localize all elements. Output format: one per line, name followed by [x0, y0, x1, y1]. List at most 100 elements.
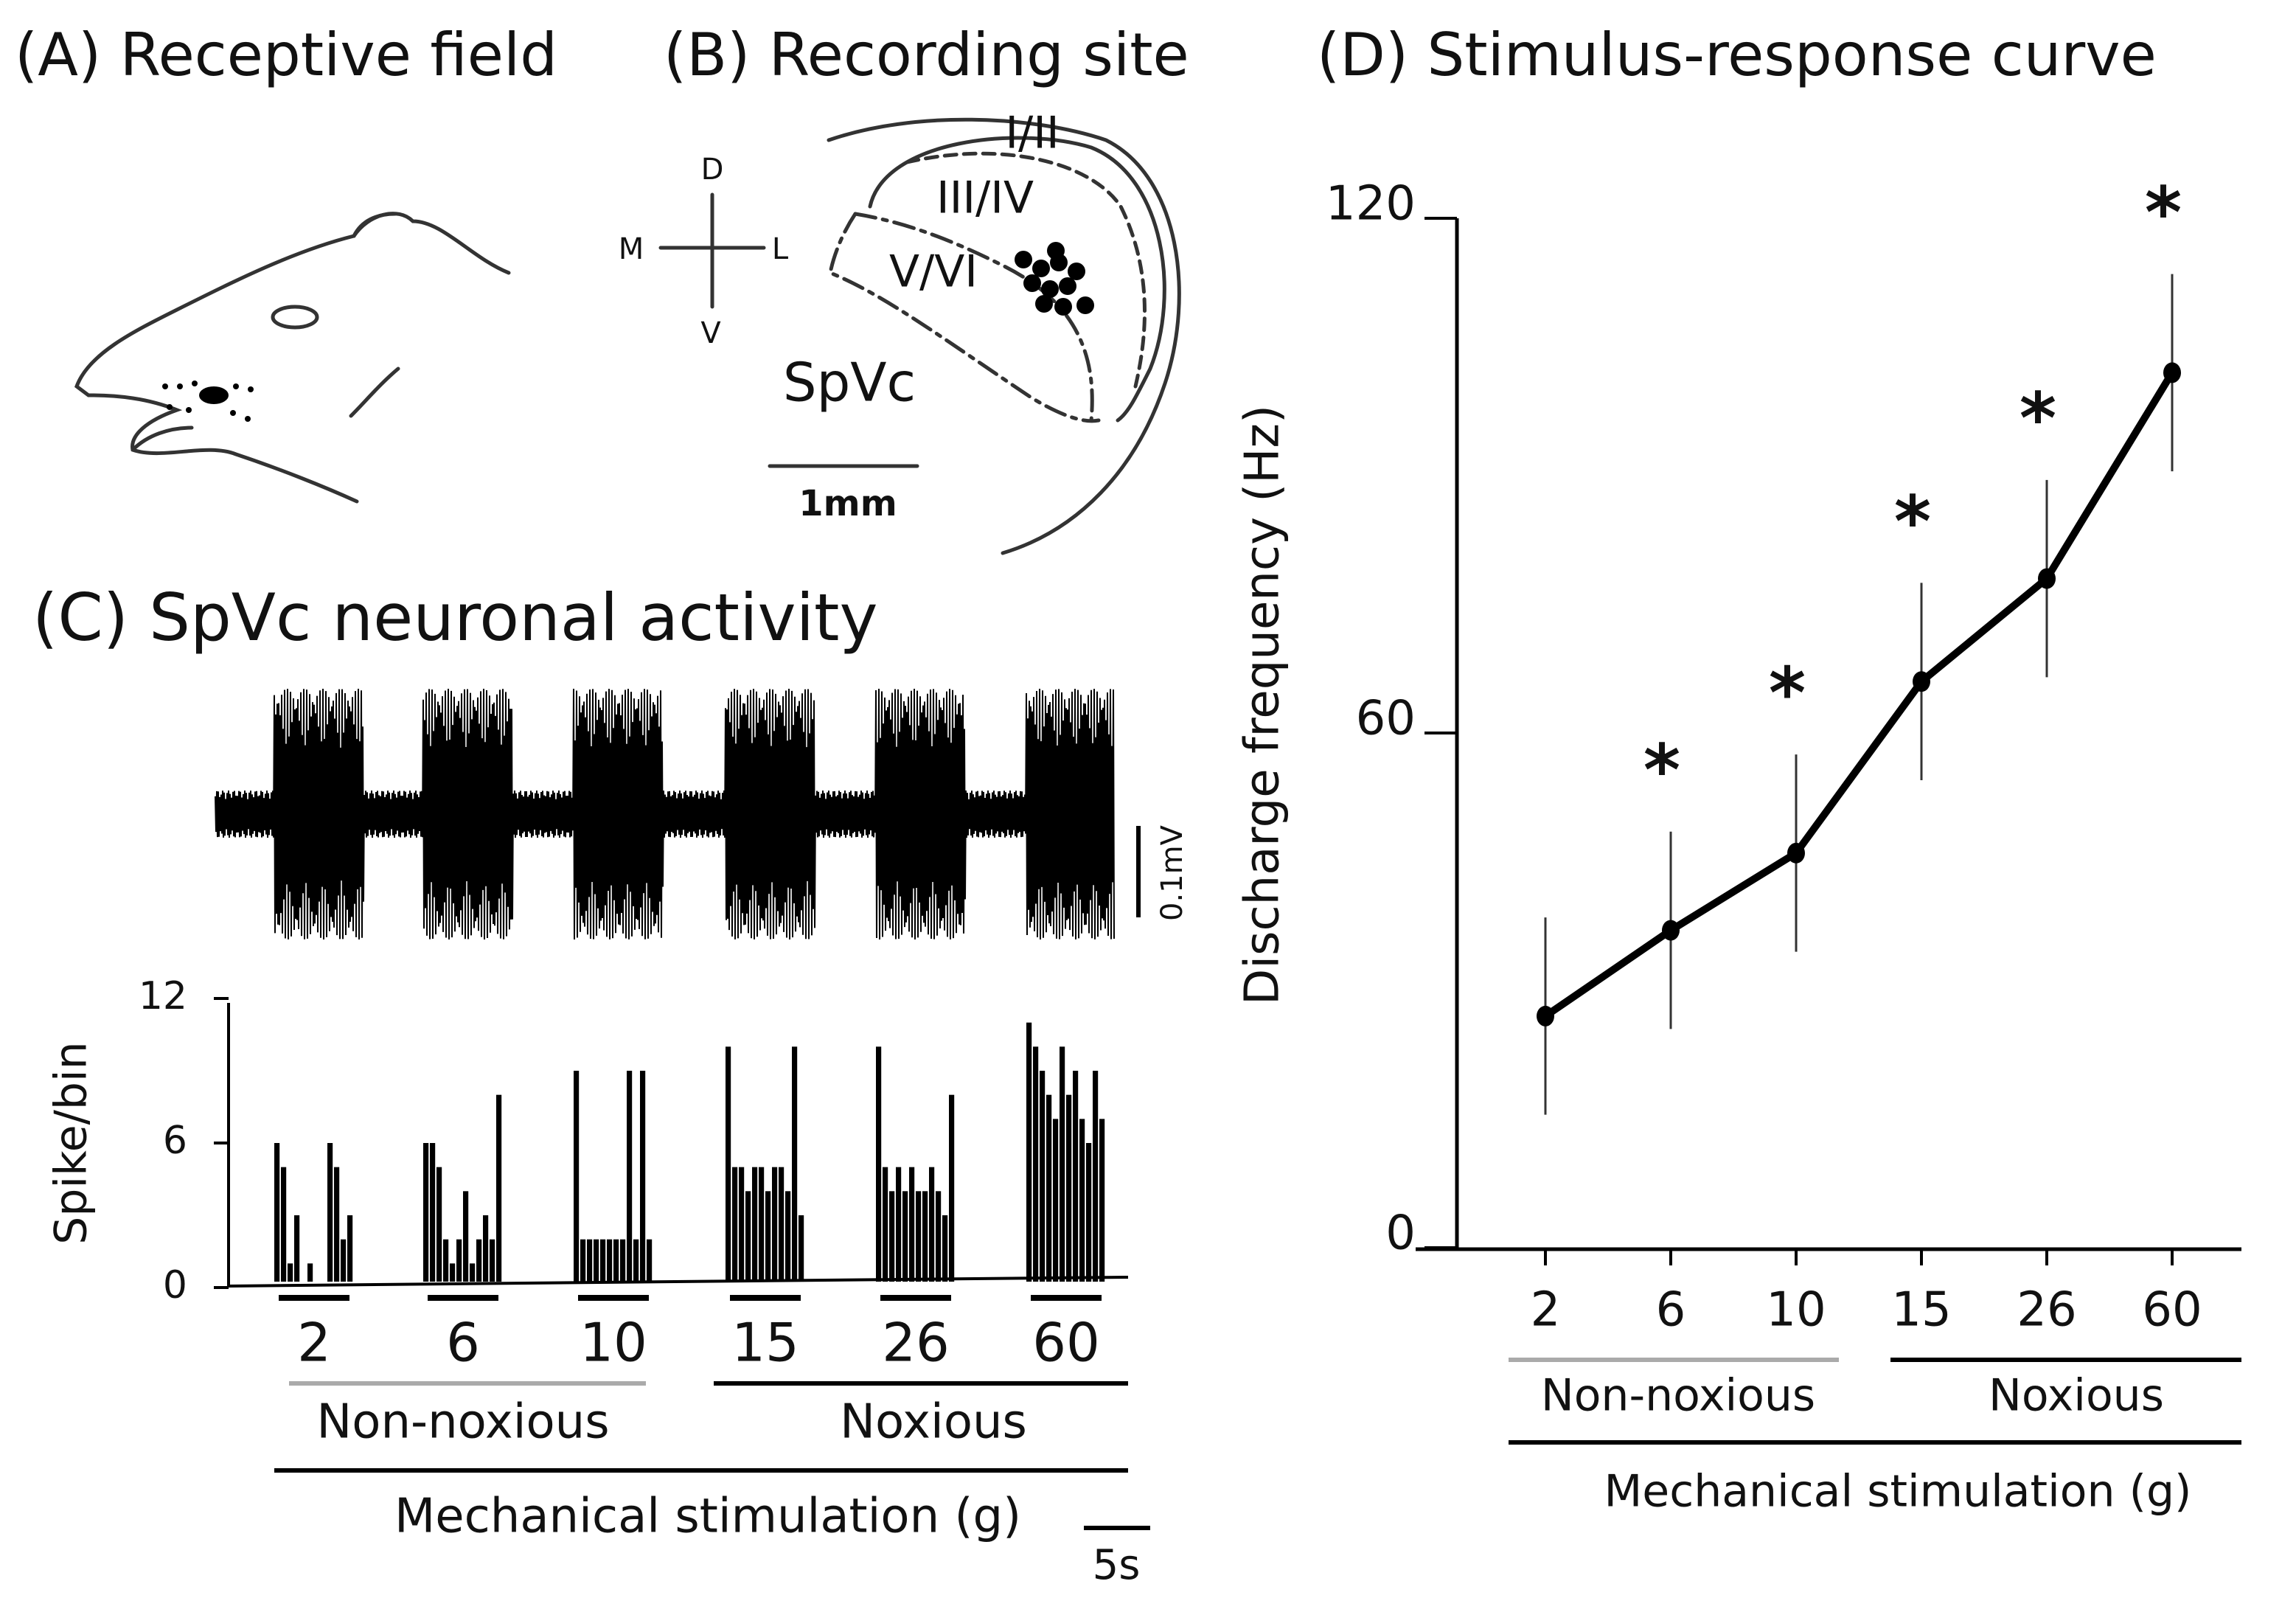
hist-bar — [752, 1167, 758, 1282]
group-label: Noxious — [1989, 1370, 2164, 1422]
group-label: Noxious — [840, 1395, 1027, 1450]
recording-dots — [1015, 242, 1094, 316]
hist-bar — [470, 1263, 476, 1282]
orient-v: V — [700, 316, 721, 350]
y-axis-label: Spike/bin — [46, 1041, 97, 1244]
hist-bar — [347, 1215, 353, 1282]
hist-bar — [1099, 1119, 1105, 1282]
group-label: Non-noxious — [1541, 1370, 1815, 1422]
significance: * — [2145, 172, 2182, 254]
x-tick-label: 2 — [1531, 1283, 1561, 1338]
y-tick-label: 0 — [163, 1263, 187, 1307]
hist-bar — [909, 1167, 915, 1282]
y-tick-label: 0 — [1385, 1206, 1416, 1261]
orientation-cross — [658, 192, 766, 309]
data-point — [1537, 1005, 1554, 1026]
hist-bar — [772, 1167, 778, 1282]
time-scale-label: 5s — [1093, 1541, 1141, 1589]
hist-bar — [613, 1239, 619, 1282]
x-tick-label: 26 — [2017, 1283, 2076, 1338]
hist-bar — [580, 1239, 586, 1282]
hist-bar — [1093, 1071, 1099, 1282]
receptive-field — [199, 386, 229, 404]
y-tick-label: 6 — [163, 1119, 187, 1163]
rat-head — [74, 212, 511, 504]
orient-d: D — [701, 153, 724, 187]
hist-bar — [288, 1263, 293, 1282]
hist-bar — [792, 1046, 798, 1282]
hist-bar — [341, 1239, 347, 1282]
x-tick-label: 2 — [297, 1312, 331, 1374]
orient-l: L — [772, 232, 789, 266]
hist-bar — [490, 1239, 495, 1282]
hist-bar — [1060, 1046, 1065, 1282]
layer-label: I/II — [1005, 108, 1059, 159]
hist-bar — [607, 1239, 613, 1282]
significance: * — [1643, 729, 1680, 812]
hist-bar — [929, 1167, 935, 1282]
hist-bar — [726, 1046, 731, 1282]
x-tick-label: 15 — [1891, 1283, 1951, 1338]
hist-bar — [496, 1094, 502, 1282]
data-point — [1787, 842, 1805, 864]
hist-bar — [281, 1167, 287, 1282]
hist-bar — [627, 1071, 633, 1282]
data-point — [1913, 671, 1930, 692]
x-tick-label: 10 — [580, 1312, 647, 1374]
hist-bar — [574, 1071, 580, 1282]
panel-a-title: (A) Receptive field — [15, 21, 557, 89]
hist-bar — [883, 1167, 888, 1282]
hist-bar — [307, 1263, 313, 1282]
hist-bar — [1046, 1094, 1052, 1282]
whisker-dots — [162, 381, 254, 422]
x-axis-label: Mechanical stimulation (g) — [1604, 1466, 2192, 1518]
hist-bar — [327, 1143, 333, 1282]
hist-bar — [587, 1239, 593, 1282]
hist-bar — [1073, 1071, 1079, 1282]
hist-bar — [1040, 1071, 1046, 1282]
x-tick-label: 60 — [1032, 1312, 1100, 1374]
hist-bar — [949, 1094, 955, 1282]
panel-c-title: (C) SpVc neuronal activity — [32, 580, 878, 656]
hist-bar — [739, 1167, 745, 1282]
hist-bar — [450, 1263, 456, 1282]
x-tick-label: 6 — [446, 1312, 480, 1374]
spvc-outline — [768, 117, 1181, 555]
orient-m: M — [619, 232, 644, 266]
hist-bar — [896, 1167, 902, 1282]
layer-label: V/VI — [889, 246, 978, 298]
hist-bar — [1066, 1094, 1072, 1282]
hist-bar — [594, 1239, 599, 1282]
data-point — [1662, 920, 1680, 941]
group-label: Non-noxious — [316, 1395, 609, 1450]
hist-bar — [600, 1239, 606, 1282]
significance: * — [1894, 481, 1931, 563]
y-tick-label: 60 — [1356, 692, 1416, 746]
hist-bar — [476, 1239, 482, 1282]
hist-bar — [922, 1191, 928, 1282]
hist-bar — [902, 1191, 908, 1282]
y-tick-label: 120 — [1326, 177, 1416, 232]
hist-bar — [640, 1071, 646, 1282]
panel-b-title: (B) Recording site — [664, 21, 1189, 89]
data-point — [2038, 568, 2056, 589]
hist-bar — [633, 1239, 639, 1282]
y-axis-label: Discharge frequency (Hz) — [1236, 405, 1290, 1005]
hist-bar — [1053, 1119, 1059, 1282]
data-point — [2163, 362, 2181, 383]
hist-bar — [483, 1215, 489, 1282]
hist-bar — [423, 1143, 429, 1282]
hist-bar — [456, 1239, 462, 1282]
hist-bar — [1033, 1046, 1039, 1282]
hist-bar — [274, 1143, 280, 1282]
region-label: SpVc — [783, 352, 916, 414]
hist-bar — [942, 1215, 948, 1282]
hist-bar — [443, 1239, 449, 1282]
x-tick-label: 6 — [1656, 1283, 1686, 1338]
hist-bar — [647, 1239, 653, 1282]
hist-bar — [759, 1167, 765, 1282]
significance: * — [1769, 652, 1806, 734]
x-tick-label: 15 — [731, 1312, 799, 1374]
hist-bar — [294, 1215, 300, 1282]
hist-bar — [799, 1215, 804, 1282]
